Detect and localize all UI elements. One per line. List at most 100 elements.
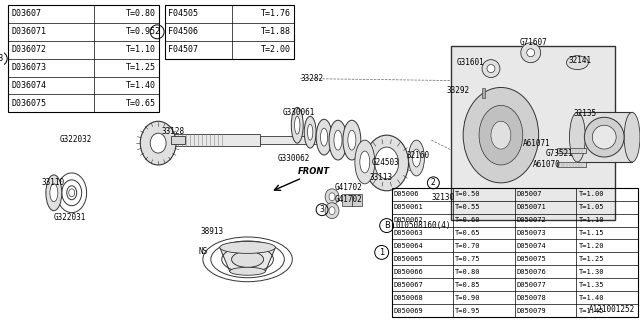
Ellipse shape (360, 151, 370, 173)
Ellipse shape (294, 116, 300, 134)
Ellipse shape (491, 121, 511, 149)
Text: 33113: 33113 (370, 173, 393, 182)
Text: 32135: 32135 (573, 109, 596, 118)
Text: T=0.70: T=0.70 (455, 243, 481, 249)
Bar (577, 112, 632, 162)
Ellipse shape (487, 65, 495, 73)
Ellipse shape (408, 140, 424, 176)
Text: D036075: D036075 (11, 99, 46, 108)
Text: G322031: G322031 (54, 213, 86, 222)
Text: G322032: G322032 (60, 135, 92, 144)
Ellipse shape (150, 133, 166, 153)
Text: D05007: D05007 (517, 191, 542, 197)
Text: 3: 3 (0, 54, 3, 63)
Text: T=0.55: T=0.55 (455, 204, 481, 210)
Text: NS: NS (199, 247, 208, 256)
Bar (342, 194, 352, 206)
Ellipse shape (413, 149, 420, 167)
Text: T=0.90: T=0.90 (455, 295, 481, 300)
Text: T=0.95: T=0.95 (455, 308, 481, 314)
Ellipse shape (220, 242, 275, 253)
Ellipse shape (230, 267, 266, 275)
Text: 33110: 33110 (42, 178, 65, 187)
Bar (352, 194, 362, 206)
Ellipse shape (365, 135, 408, 191)
Text: D050065: D050065 (394, 256, 424, 262)
Text: A61070: A61070 (532, 160, 561, 170)
Ellipse shape (329, 120, 347, 160)
Text: T=1.25: T=1.25 (579, 256, 604, 262)
Text: D050077: D050077 (517, 282, 547, 288)
Text: F04505: F04505 (168, 10, 198, 19)
Text: D036072: D036072 (11, 45, 46, 54)
Ellipse shape (355, 140, 375, 184)
Text: T=1.00: T=1.00 (579, 191, 604, 197)
Bar (392, 188, 638, 317)
Text: F04507: F04507 (168, 45, 198, 54)
Text: G330061: G330061 (282, 108, 315, 117)
Polygon shape (220, 247, 275, 271)
Ellipse shape (325, 189, 339, 205)
Text: T=1.15: T=1.15 (579, 230, 604, 236)
Text: 3: 3 (319, 205, 324, 214)
Text: T=1.10: T=1.10 (126, 45, 156, 54)
Ellipse shape (140, 121, 176, 165)
Text: T=1.88: T=1.88 (261, 27, 291, 36)
Text: G41702: G41702 (335, 183, 363, 192)
Text: 38913: 38913 (201, 227, 224, 236)
Ellipse shape (329, 207, 335, 215)
Ellipse shape (570, 112, 586, 162)
Ellipse shape (479, 105, 523, 165)
Text: T=0.75: T=0.75 (455, 256, 481, 262)
Ellipse shape (521, 43, 541, 63)
Ellipse shape (527, 49, 534, 57)
Text: 1: 1 (379, 248, 384, 257)
Text: 010508160(4): 010508160(4) (396, 221, 451, 230)
Text: 33292: 33292 (446, 86, 469, 95)
Text: T=0.65: T=0.65 (126, 99, 156, 108)
Text: T=1.40: T=1.40 (579, 295, 604, 300)
Bar (260, 136, 320, 144)
Text: D03607: D03607 (11, 10, 41, 19)
Text: T=1.10: T=1.10 (579, 217, 604, 223)
Ellipse shape (592, 125, 616, 149)
Text: T=1.76: T=1.76 (261, 10, 291, 19)
Text: A61071: A61071 (523, 139, 550, 148)
Bar (482, 88, 485, 99)
Ellipse shape (304, 116, 316, 148)
Text: 33128: 33128 (161, 127, 184, 136)
Text: G31601: G31601 (456, 58, 484, 67)
Text: FRONT: FRONT (298, 167, 330, 176)
Text: T=1.45: T=1.45 (579, 308, 604, 314)
Text: B: B (384, 221, 390, 230)
Text: D050067: D050067 (394, 282, 424, 288)
Text: T=1.40: T=1.40 (126, 81, 156, 90)
Text: D05006: D05006 (394, 191, 419, 197)
Bar (165, 5, 294, 59)
Text: 32160: 32160 (406, 150, 429, 160)
Ellipse shape (624, 112, 640, 162)
Text: T=0.95: T=0.95 (126, 27, 156, 36)
Text: D050061: D050061 (394, 204, 424, 210)
Text: D050069: D050069 (394, 308, 424, 314)
Text: D036071: D036071 (11, 27, 46, 36)
Ellipse shape (321, 128, 328, 146)
Text: 33282: 33282 (300, 74, 323, 83)
Ellipse shape (316, 119, 332, 155)
Ellipse shape (566, 56, 588, 69)
Text: G330062: G330062 (277, 154, 310, 163)
Ellipse shape (325, 203, 339, 219)
Text: G41702: G41702 (335, 195, 363, 204)
Text: T=0.80: T=0.80 (126, 10, 156, 19)
Text: T=0.80: T=0.80 (455, 269, 481, 275)
Ellipse shape (375, 147, 399, 179)
Ellipse shape (329, 193, 335, 201)
Text: D050075: D050075 (517, 256, 547, 262)
Text: D036073: D036073 (11, 63, 46, 72)
Text: D050072: D050072 (517, 217, 547, 223)
Text: T=1.30: T=1.30 (579, 269, 604, 275)
Ellipse shape (291, 107, 303, 143)
Ellipse shape (343, 120, 361, 160)
Ellipse shape (482, 60, 500, 77)
Text: T=0.85: T=0.85 (455, 282, 481, 288)
